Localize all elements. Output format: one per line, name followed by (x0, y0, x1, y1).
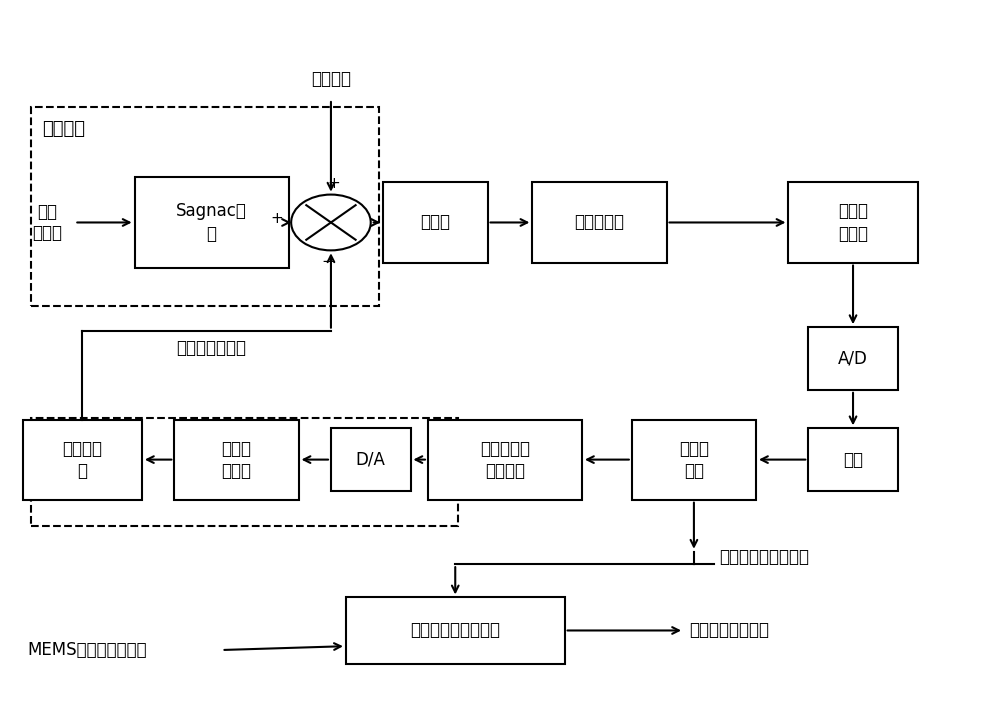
Text: D/A: D/A (356, 451, 386, 469)
Text: 数字相位斜
坡发生器: 数字相位斜 坡发生器 (480, 439, 530, 479)
Text: 角速率输出修正装置: 角速率输出修正装置 (410, 621, 500, 640)
Text: 后置放
大驱动: 后置放 大驱动 (221, 439, 251, 479)
Text: 光纤陀螺角速率输出: 光纤陀螺角速率输出 (719, 548, 809, 566)
Bar (532, 182, 667, 263)
Bar (135, 177, 289, 268)
Text: +: + (328, 176, 340, 191)
Bar (346, 598, 565, 664)
Text: −: − (322, 254, 334, 269)
Text: 相位调制
器: 相位调制 器 (62, 439, 102, 479)
Text: A/D: A/D (838, 349, 868, 368)
Bar (788, 182, 918, 263)
Text: +: + (270, 212, 283, 226)
Text: 输入
角速率: 输入 角速率 (33, 203, 63, 242)
Bar (808, 428, 898, 491)
Bar (632, 420, 756, 500)
Bar (174, 420, 299, 500)
Text: 光电探测器: 光电探测器 (574, 214, 624, 231)
Text: 前置放
大滤波: 前置放 大滤波 (838, 202, 868, 243)
Bar (383, 182, 488, 263)
Bar (331, 428, 411, 491)
Text: 数字控
制器: 数字控 制器 (679, 439, 709, 479)
Bar (23, 420, 142, 500)
Text: 相位阶梯波反馈: 相位阶梯波反馈 (177, 339, 247, 357)
Circle shape (291, 195, 371, 250)
Text: 修正后角速率输出: 修正后角速率输出 (689, 621, 769, 640)
Bar (428, 420, 582, 500)
Text: MEMS陀螺角速率输出: MEMS陀螺角速率输出 (28, 641, 147, 659)
Bar (31, 418, 458, 526)
Bar (31, 108, 379, 307)
Text: Sagnac效
应: Sagnac效 应 (176, 202, 247, 243)
Text: 解调: 解调 (843, 451, 863, 469)
Bar (808, 327, 898, 390)
Text: 干涉仪: 干涉仪 (420, 214, 450, 231)
Text: 方波偏置: 方波偏置 (311, 70, 351, 89)
Text: 光学部分: 光学部分 (43, 120, 86, 138)
